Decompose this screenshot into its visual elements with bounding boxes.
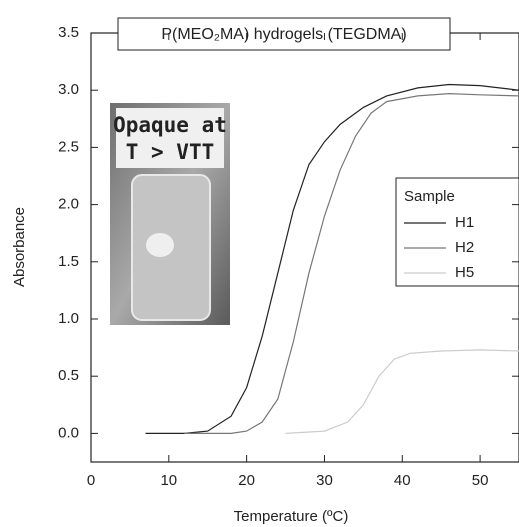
title-box — [117, 17, 451, 51]
legend-label: H1 — [455, 214, 474, 231]
annotation: Opaque at — [113, 113, 227, 137]
y-tick-label: 0.5 — [58, 367, 79, 384]
series-line — [184, 92, 519, 434]
inset-photo — [110, 103, 230, 325]
y-tick-label: 1.5 — [58, 253, 79, 270]
y-tick-label: 0.0 — [58, 424, 79, 441]
y-axis-label: Absorbance — [11, 207, 28, 287]
legend-label: H5 — [455, 264, 474, 281]
legend-label: H2 — [455, 239, 474, 256]
x-tick-label: 30 — [316, 472, 333, 489]
legend-title: Sample — [404, 188, 455, 205]
x-tick-label: 50 — [472, 472, 489, 489]
y-tick-label: 3.0 — [58, 81, 79, 98]
annotation: T > VTT — [126, 140, 215, 164]
series-line — [145, 83, 519, 434]
x-tick-label: 10 — [160, 472, 177, 489]
y-tick-label: 1.0 — [58, 310, 79, 327]
y-tick-label: 3.5 — [58, 24, 79, 41]
x-tick-label: 20 — [238, 472, 255, 489]
x-tick-label: 0 — [87, 472, 95, 489]
y-tick-label: 2.0 — [58, 196, 79, 213]
chart-title: P(MEO₂MA) hydrogels (TEGDMA) — [161, 26, 406, 43]
y-tick-label: 2.5 — [58, 138, 79, 155]
legend-box — [395, 177, 519, 287]
x-axis-label: Temperature (ºC) — [234, 508, 349, 525]
series-line — [285, 349, 519, 434]
x-tick-label: 40 — [394, 472, 411, 489]
